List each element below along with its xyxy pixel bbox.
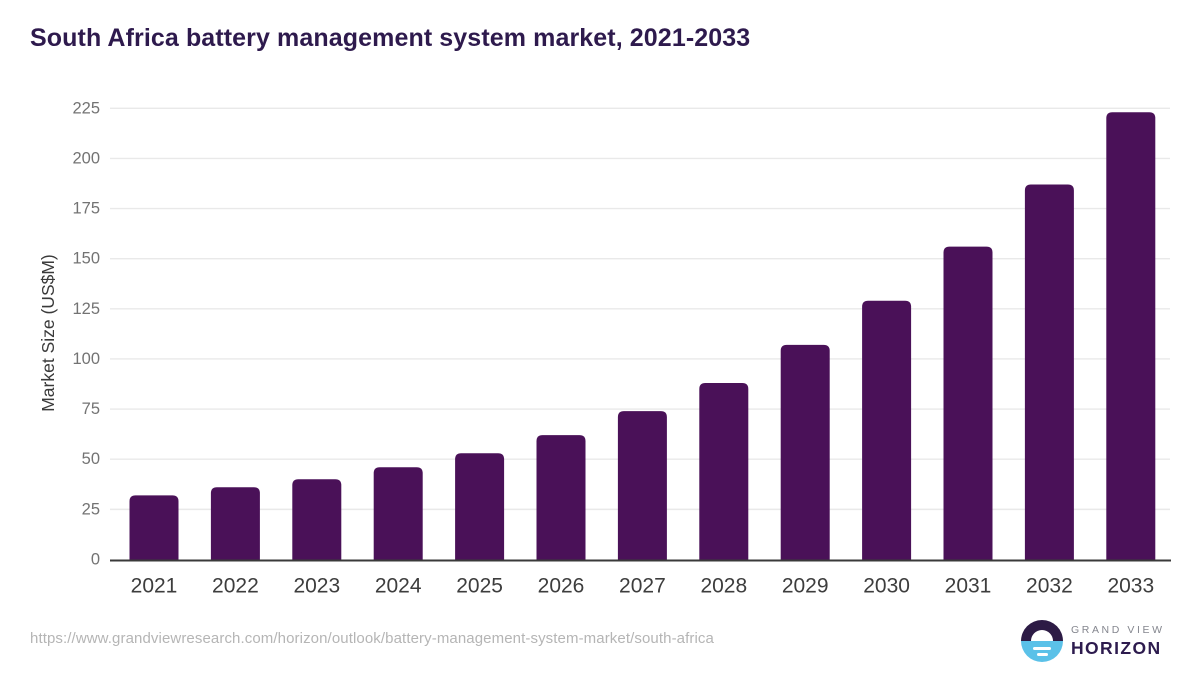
bar-2029	[780, 344, 830, 560]
x-tick-label-2023: 2023	[293, 575, 340, 598]
x-tick-label-2029: 2029	[782, 575, 829, 598]
y-tick-label-75: 75	[82, 400, 100, 418]
bar-2033	[1106, 112, 1156, 560]
bar-2026	[536, 435, 586, 560]
x-tick-label-2028: 2028	[700, 575, 747, 598]
y-axis-title: Market Size (US$M)	[38, 254, 58, 412]
y-tick-label-225: 225	[72, 99, 100, 117]
x-tick-label-2024: 2024	[375, 575, 422, 598]
bar-2028	[699, 383, 749, 560]
x-tick-label-2027: 2027	[619, 575, 666, 598]
x-tick-label-2030: 2030	[863, 575, 910, 598]
logo-product-name: HORIZON	[1071, 637, 1162, 658]
logo-reflection-line-1	[1033, 646, 1051, 650]
x-tick-label-2022: 2022	[212, 575, 259, 598]
y-tick-label-125: 125	[72, 300, 100, 318]
bar-2031	[943, 246, 993, 560]
x-tick-label-2025: 2025	[456, 575, 503, 598]
horizon-sun-icon	[1021, 620, 1063, 662]
bar-2027	[617, 411, 667, 560]
bar-2032	[1024, 184, 1074, 560]
source-url: https://www.grandviewresearch.com/horizo…	[30, 630, 714, 647]
bar-2025	[455, 453, 505, 560]
bar-2023	[292, 479, 342, 560]
grand-view-horizon-logo: GRAND VIEW HORIZON	[1021, 620, 1165, 662]
x-tick-label-2032: 2032	[1026, 575, 1073, 598]
x-tick-label-2033: 2033	[1107, 575, 1154, 598]
logo-reflection-line-2	[1036, 652, 1048, 656]
bar-2022	[210, 487, 260, 560]
y-tick-label-175: 175	[72, 200, 100, 218]
x-tick-label-2026: 2026	[538, 575, 585, 598]
bar-2021	[129, 495, 179, 560]
y-tick-label-50: 50	[82, 450, 100, 468]
logo-text: GRAND VIEW HORIZON	[1071, 624, 1165, 659]
bar-2024	[373, 467, 423, 560]
y-tick-label-150: 150	[72, 250, 100, 268]
logo-brand-name: GRAND VIEW	[1071, 623, 1165, 636]
x-tick-label-2031: 2031	[945, 575, 992, 598]
y-tick-label-25: 25	[82, 500, 100, 518]
logo-dome-shape	[1031, 630, 1053, 641]
chart-title: South Africa battery management system m…	[30, 24, 751, 52]
y-tick-label-200: 200	[72, 149, 100, 167]
y-tick-label-100: 100	[72, 350, 100, 368]
y-tick-label-0: 0	[91, 551, 100, 569]
x-tick-label-2021: 2021	[131, 575, 178, 598]
bar-2030	[862, 300, 912, 560]
